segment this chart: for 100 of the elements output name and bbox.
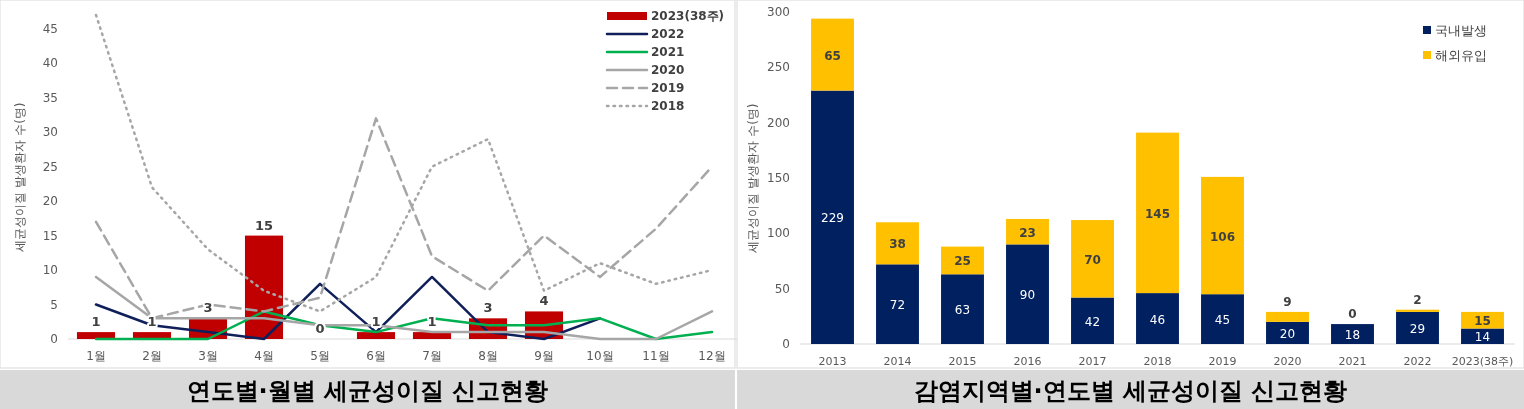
data-label: 23: [1019, 225, 1036, 240]
data-label: 65: [824, 48, 841, 63]
data-label: 46: [1149, 312, 1166, 327]
data-label: 3: [203, 300, 213, 316]
bar: [1136, 293, 1179, 344]
data-label: 29: [1409, 321, 1426, 336]
data-label: 90: [1019, 288, 1036, 303]
bar: [1201, 294, 1244, 344]
data-label: 15: [254, 217, 274, 233]
x-tick-label: 2월: [142, 349, 162, 363]
x-tick-label: 7월: [422, 349, 442, 363]
y-tick-label: 5: [50, 297, 58, 312]
y-tick-label: 100: [767, 226, 790, 241]
x-tick-label: 9월: [534, 349, 554, 363]
x-tick-label: 11월: [642, 349, 670, 363]
data-label: 42: [1084, 314, 1101, 329]
bar: [356, 332, 396, 339]
data-label: 18: [1344, 328, 1361, 343]
x-tick-label: 5월: [310, 349, 330, 363]
data-label: 70: [1084, 252, 1101, 267]
y-tick-label: 45: [42, 21, 58, 36]
y-tick-label: 10: [42, 263, 58, 278]
y-tick-label: 300: [767, 5, 790, 19]
x-tick-label: 10월: [586, 349, 614, 363]
data-label: 0: [315, 321, 325, 336]
data-label: 0: [1348, 307, 1357, 322]
x-tick-label: 8월: [478, 349, 498, 363]
data-label: 9: [1283, 294, 1292, 309]
x-tick-label: 2013: [818, 355, 847, 368]
y-tick-label: 0: [50, 332, 58, 346]
y-tick-label: 35: [42, 90, 58, 105]
legend-label: 해외유입: [1435, 48, 1487, 63]
data-label: 229: [821, 211, 844, 226]
y-tick-label: 30: [42, 125, 58, 140]
data-label: 38: [889, 237, 906, 252]
bar: [1006, 244, 1049, 344]
text: 감염지역별·연도별 세균성이질 신고현황: [913, 377, 1348, 405]
bar: [1136, 132, 1179, 294]
data-label: 2: [1413, 292, 1422, 307]
x-tick-label: 2015: [948, 355, 977, 368]
bar: [876, 264, 919, 344]
x-tick-label: 2023(38주): [1451, 355, 1514, 368]
bar: [1396, 309, 1439, 312]
data-label: 145: [1144, 206, 1171, 221]
x-tick-label: 2018: [1143, 355, 1172, 368]
x-tick-label: 2017: [1078, 355, 1107, 368]
bar: [412, 332, 452, 339]
x-tick-label: 2020: [1273, 355, 1302, 368]
x-tick-label: 2022: [1403, 355, 1432, 368]
data-label: 14: [1474, 330, 1491, 345]
x-tick-label: 2021: [1338, 355, 1367, 368]
x-tick-label: 2019: [1208, 355, 1237, 368]
bar: [1331, 324, 1374, 344]
x-tick-label: 12월: [698, 349, 726, 363]
data-label: 1: [371, 314, 381, 330]
legend-label: 2022: [651, 27, 685, 41]
data-label: 4: [539, 293, 549, 309]
bar: [76, 332, 116, 339]
x-tick-label: 6월: [366, 349, 386, 363]
x-tick-label: 3월: [198, 349, 218, 363]
x-tick-label: 1월: [86, 349, 106, 363]
legend-label: 2020: [651, 63, 685, 77]
y-tick-label: 40: [42, 56, 58, 71]
x-tick-label: 4월: [254, 349, 274, 363]
data-label: 45: [1214, 313, 1231, 328]
data-label: 72: [889, 298, 906, 313]
legend-label: 2021: [651, 45, 685, 59]
y-tick-label: 50: [774, 281, 790, 296]
legend-label: 국내발생: [1435, 23, 1487, 38]
bar: [1201, 176, 1244, 295]
data-label: 63: [954, 303, 971, 318]
data-label: 25: [954, 254, 971, 269]
text: 연도별·월별 세균성이질 신고현황: [186, 377, 549, 405]
legend-label: 2018: [651, 99, 685, 113]
line-series: [94, 310, 714, 341]
data-label: 1: [91, 314, 101, 330]
y-tick-label: 200: [767, 115, 790, 130]
data-label: 106: [1209, 229, 1236, 244]
bar: [1461, 311, 1504, 329]
data-label: 15: [1474, 314, 1491, 329]
y-tick-label: 15: [42, 228, 58, 243]
x-tick-label: 2014: [883, 355, 912, 368]
y-tick-label: 150: [767, 171, 790, 185]
y-tick-label: 250: [767, 60, 790, 75]
y-axis-title: 세균성이질 발생환자 수(명): [13, 102, 27, 252]
bar: [876, 222, 919, 265]
bar: [1266, 321, 1309, 344]
y-tick-label: 25: [42, 159, 58, 174]
bar: [811, 90, 854, 344]
x-tick-label: 2016: [1013, 355, 1042, 368]
data-label: 3: [483, 300, 493, 316]
y-tick-label: 0: [782, 337, 790, 351]
legend-label: 2023(38주): [651, 9, 725, 23]
bar: [811, 18, 854, 91]
y-axis-title: 세균성이질 발생환자 수(명): [746, 103, 760, 253]
bar: [1266, 311, 1309, 322]
bar: [1071, 220, 1114, 298]
bar: [1396, 311, 1439, 344]
bar: [1071, 297, 1114, 344]
y-tick-label: 20: [42, 194, 58, 209]
